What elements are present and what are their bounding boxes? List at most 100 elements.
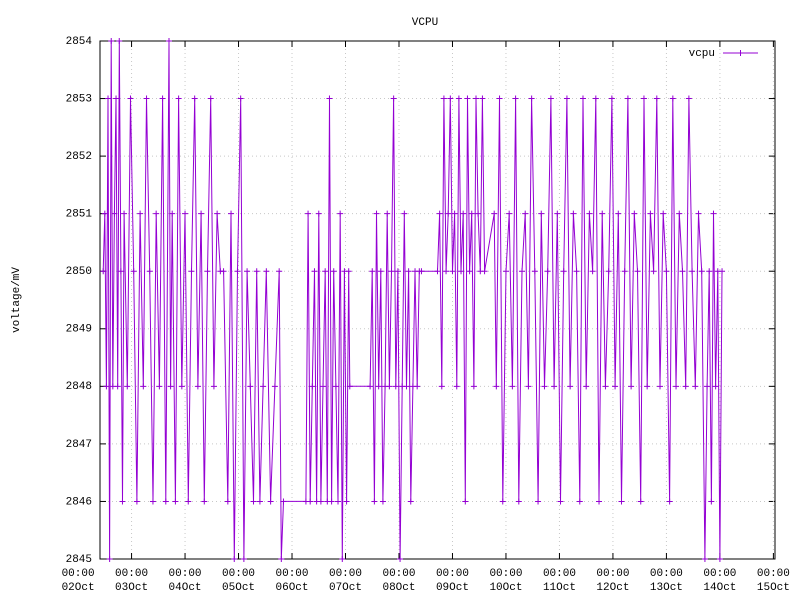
point-marker xyxy=(317,498,324,505)
point-marker xyxy=(460,210,467,217)
point-marker xyxy=(596,498,603,505)
point-marker xyxy=(326,95,333,102)
point-marker xyxy=(481,268,488,275)
point-marker xyxy=(599,210,606,217)
point-marker xyxy=(573,268,580,275)
point-marker xyxy=(464,95,471,102)
point-marker xyxy=(579,95,586,102)
point-marker xyxy=(475,210,482,217)
point-marker xyxy=(434,268,441,275)
point-marker xyxy=(701,556,708,562)
y-tick-label: 2852 xyxy=(66,151,92,163)
x-tick-label: 00:00 09Oct xyxy=(436,568,469,594)
point-marker xyxy=(228,210,235,217)
point-marker xyxy=(541,383,548,390)
point-marker xyxy=(305,210,312,217)
point-marker xyxy=(311,268,318,275)
point-marker xyxy=(178,383,185,390)
y-tick-label: 2846 xyxy=(66,496,92,508)
point-marker xyxy=(343,498,350,505)
point-marker xyxy=(162,498,169,505)
point-marker xyxy=(220,268,227,275)
point-marker xyxy=(567,383,574,390)
point-marker xyxy=(605,268,612,275)
point-marker xyxy=(146,268,153,275)
x-tick-label: 00:00 04Oct xyxy=(169,568,202,594)
point-marker xyxy=(692,383,699,390)
point-marker xyxy=(682,383,689,390)
point-marker xyxy=(322,268,329,275)
point-marker xyxy=(256,498,263,505)
point-marker xyxy=(121,210,128,217)
point-marker xyxy=(240,556,247,562)
point-marker xyxy=(519,268,526,275)
point-marker xyxy=(628,383,635,390)
point-marker xyxy=(612,383,619,390)
point-marker xyxy=(153,210,160,217)
point-marker xyxy=(367,383,374,390)
point-marker xyxy=(231,556,238,562)
point-marker xyxy=(618,498,625,505)
point-marker xyxy=(335,498,342,505)
point-marker xyxy=(418,268,425,275)
point-marker xyxy=(124,383,131,390)
point-marker xyxy=(106,556,113,562)
point-marker xyxy=(644,383,651,390)
series xyxy=(100,38,726,562)
point-marker xyxy=(679,268,686,275)
y-axis-label: voltage/mV xyxy=(11,267,23,333)
point-marker xyxy=(130,268,137,275)
point-marker xyxy=(493,383,500,390)
point-marker xyxy=(165,38,172,44)
point-marker xyxy=(214,210,221,217)
point-marker xyxy=(666,498,673,505)
point-marker xyxy=(307,498,314,505)
point-marker xyxy=(538,210,545,217)
point-marker xyxy=(405,268,412,275)
point-marker xyxy=(210,383,217,390)
point-marker xyxy=(386,383,393,390)
point-marker xyxy=(328,498,335,505)
point-marker xyxy=(105,95,112,102)
x-tick-label: 00:00 10Oct xyxy=(489,568,522,594)
point-marker xyxy=(689,268,696,275)
x-tick-label: 00:00 14Oct xyxy=(703,568,736,594)
point-marker xyxy=(719,268,726,275)
point-marker xyxy=(116,38,123,44)
point-marker xyxy=(320,383,327,390)
point-marker xyxy=(685,95,692,102)
point-marker xyxy=(440,95,447,102)
point-marker xyxy=(392,383,399,390)
point-marker xyxy=(576,498,583,505)
point-marker xyxy=(260,383,267,390)
point-marker xyxy=(468,210,475,217)
point-marker xyxy=(447,95,454,102)
x-tick-label: 00:00 02Oct xyxy=(62,568,95,594)
point-marker xyxy=(198,210,205,217)
x-tick-label: 00:00 11Oct xyxy=(543,568,576,594)
point-marker xyxy=(375,383,382,390)
point-marker xyxy=(676,210,683,217)
point-marker xyxy=(133,498,140,505)
point-marker xyxy=(698,268,705,275)
point-marker xyxy=(522,210,529,217)
point-marker xyxy=(453,383,460,390)
point-marker xyxy=(531,268,538,275)
point-marker xyxy=(137,210,144,217)
point-marker xyxy=(716,556,723,562)
point-marker xyxy=(653,95,660,102)
y-tick-label: 2850 xyxy=(66,266,92,278)
point-marker xyxy=(377,268,384,275)
point-marker xyxy=(101,210,108,217)
point-marker xyxy=(397,556,404,562)
point-marker xyxy=(663,268,670,275)
point-marker xyxy=(608,95,615,102)
plot-frame xyxy=(99,40,776,560)
legend-label: vcpu xyxy=(689,48,715,60)
point-marker xyxy=(191,95,198,102)
point-marker xyxy=(708,498,715,505)
point-marker xyxy=(560,268,567,275)
point-marker xyxy=(175,95,182,102)
x-tick-label: 00:00 15Oct xyxy=(757,568,790,594)
